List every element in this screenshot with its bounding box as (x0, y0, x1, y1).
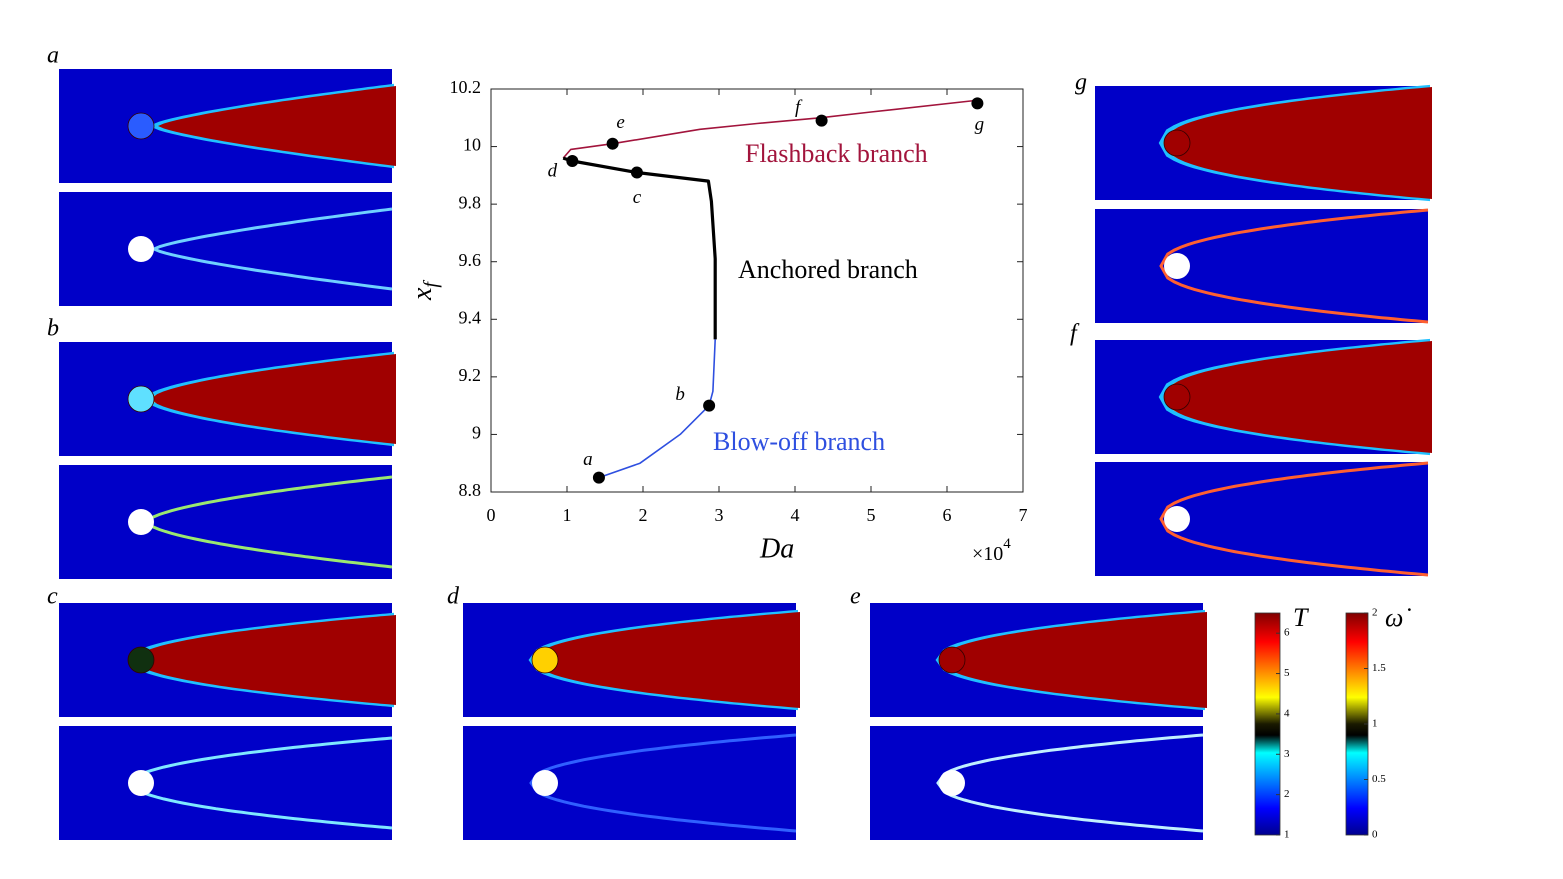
cylinder (128, 509, 154, 535)
colorbar-tick-label: 2 (1372, 607, 1378, 619)
colorbar-tick-label: 2 (1284, 788, 1290, 800)
x-tick-label: 2 (639, 505, 648, 525)
colorbar-tick-label: 1.5 (1372, 662, 1386, 674)
x-tick-label: 6 (943, 505, 952, 525)
x-tick-label: 0 (487, 505, 496, 525)
state-point (592, 471, 605, 484)
colorbar-tick-label: 0 (1372, 829, 1378, 841)
flame (135, 615, 396, 705)
panel-label: a (47, 43, 59, 69)
plot-area (490, 88, 1024, 493)
state-point-label: f (795, 97, 803, 118)
y-tick-label: 9.8 (459, 192, 482, 212)
colorbar-tick-label: 4 (1284, 707, 1290, 719)
reaction-field (59, 726, 392, 840)
branch-label: Blow-off branch (713, 427, 885, 456)
panel-label: e (850, 584, 861, 610)
colorbar-tick-label: 5 (1284, 667, 1290, 679)
y-tick-label: 10.2 (450, 77, 482, 97)
reaction-front (936, 733, 1204, 833)
y-tick-label: 9.4 (459, 307, 482, 327)
y-tick-label: 8.8 (459, 480, 482, 500)
cylinder (127, 646, 155, 674)
state-point (703, 399, 716, 412)
flame (158, 86, 396, 166)
colorbar-tick-label: 1 (1284, 829, 1290, 841)
cylinder (1164, 253, 1190, 279)
reaction-field (1095, 209, 1428, 323)
colorbar (1254, 612, 1281, 836)
x-multiplier: ×104 (972, 536, 1011, 564)
branch-line (598, 339, 716, 479)
colorbar-tick-label: 0.5 (1372, 773, 1386, 785)
cylinder (127, 112, 155, 140)
y-axis-label-base: x (407, 287, 438, 301)
reaction-field (59, 192, 392, 306)
branch-line (562, 99, 976, 159)
panel-label: d (447, 584, 460, 610)
flame (1165, 341, 1432, 453)
x-multiplier-sup: 4 (1003, 536, 1011, 552)
colorbar-title: ω̇ (1385, 603, 1411, 632)
cylinder (532, 770, 558, 796)
state-point-label: b (675, 384, 685, 405)
reaction-field (870, 726, 1203, 840)
branch-label: Anchored branch (738, 255, 918, 284)
reaction-field (1095, 462, 1428, 576)
colorbar-tick-label: 6 (1284, 627, 1290, 639)
panel-label: f (1070, 321, 1080, 347)
y-axis-label-sub: f (420, 280, 442, 288)
y-tick-label: 10 (463, 135, 481, 155)
y-axis-label: xf (407, 280, 441, 301)
reaction-front (1159, 461, 1429, 577)
cylinder (128, 236, 154, 262)
colorbar-tick-label: 3 (1284, 748, 1290, 760)
state-point (566, 154, 579, 167)
cylinder (1163, 383, 1191, 411)
y-tick-label: 9 (472, 423, 481, 443)
cylinder (938, 646, 966, 674)
state-point (815, 114, 828, 127)
reaction-field (463, 726, 796, 840)
state-point (971, 97, 984, 110)
cylinder (531, 646, 559, 674)
cylinder (127, 385, 155, 413)
x-tick-label: 4 (791, 505, 800, 525)
cylinder (128, 770, 154, 796)
x-axis-label: Da (759, 533, 794, 564)
state-point-label: g (975, 114, 985, 135)
flame (151, 354, 396, 444)
state-point (606, 137, 619, 150)
x-multiplier-base: ×10 (972, 543, 1003, 565)
panel-label: g (1075, 70, 1087, 96)
colorbar-title: T (1293, 603, 1309, 632)
state-point (630, 166, 643, 179)
panel-label: c (47, 584, 58, 610)
state-point-label: a (583, 449, 593, 470)
y-tick-label: 9.6 (459, 250, 482, 270)
state-point-label: d (548, 160, 558, 181)
colorbar-tick-label: 1 (1372, 718, 1378, 730)
branch-label: Flashback branch (745, 139, 928, 168)
state-point-label: e (616, 112, 624, 133)
cylinder (939, 770, 965, 796)
state-point-label: c (633, 187, 642, 208)
flame (942, 612, 1207, 708)
reaction-front (1159, 208, 1429, 324)
x-tick-label: 7 (1019, 505, 1028, 525)
flame (535, 612, 800, 708)
x-tick-label: 3 (715, 505, 724, 525)
y-tick-label: 9.2 (459, 365, 482, 385)
x-tick-label: 1 (563, 505, 572, 525)
cylinder (1163, 129, 1191, 157)
x-tick-label: 5 (867, 505, 876, 525)
reaction-front (529, 733, 797, 833)
panel-label: b (47, 316, 59, 342)
flame (1165, 87, 1432, 199)
cylinder (1164, 506, 1190, 532)
